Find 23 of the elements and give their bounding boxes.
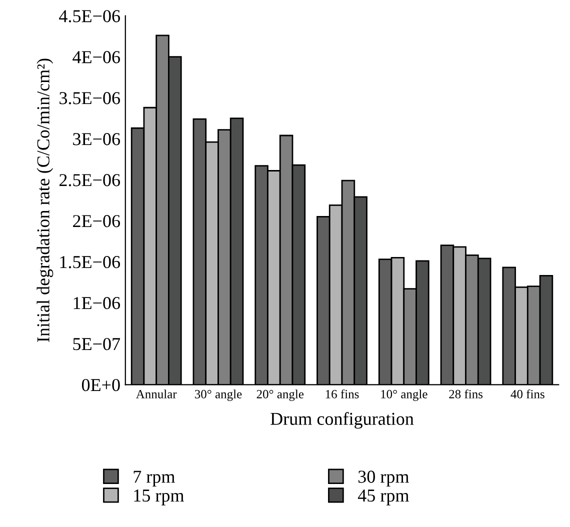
y-tick-label: 1E−06 [74,296,120,310]
x-tick-label: Annular [136,390,177,398]
y-tick-label: 5E−07 [73,338,120,350]
x-tick-label: 30° angle [194,390,242,401]
x-tick-label: 28 fins [449,389,483,398]
y-tick-label: 4E−06 [72,51,120,64]
x-tick-label: 40 fins [510,389,544,398]
y-tick-label: 4.5E−06 [59,10,120,22]
y-axis-title: Initial degradation rate (C/Co/min/cm²) [36,58,54,342]
y-tick-label: 2E−06 [73,215,120,228]
legend-label: 45 rpm [358,490,409,506]
y-tick-label: 1.5E−06 [60,256,120,268]
y-tick-label: 2.5E−06 [59,174,120,186]
x-tick-label: 16 fins [326,389,359,398]
y-tick-label: 3E−06 [73,133,120,146]
x-tick-label: 10° angle [381,390,428,401]
x-axis-title: Drum configuration [270,412,414,429]
legend-label: 30 rpm [358,470,409,486]
x-tick-label: 20° angle [256,390,304,401]
legend-label: 7 rpm [134,470,175,486]
y-tick-label: 0E+0 [82,378,120,392]
legend-label: 15 rpm [134,490,184,506]
y-tick-label: 3.5E−06 [60,92,120,104]
